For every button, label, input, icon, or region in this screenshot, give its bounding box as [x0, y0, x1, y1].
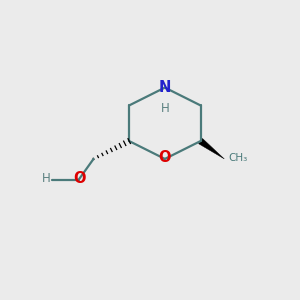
Text: H: H [42, 172, 50, 185]
Text: CH₃: CH₃ [229, 153, 248, 163]
Polygon shape [199, 139, 224, 159]
Text: O: O [159, 150, 171, 165]
Text: N: N [159, 80, 171, 95]
Text: H: H [160, 102, 169, 115]
Text: O: O [73, 171, 85, 186]
